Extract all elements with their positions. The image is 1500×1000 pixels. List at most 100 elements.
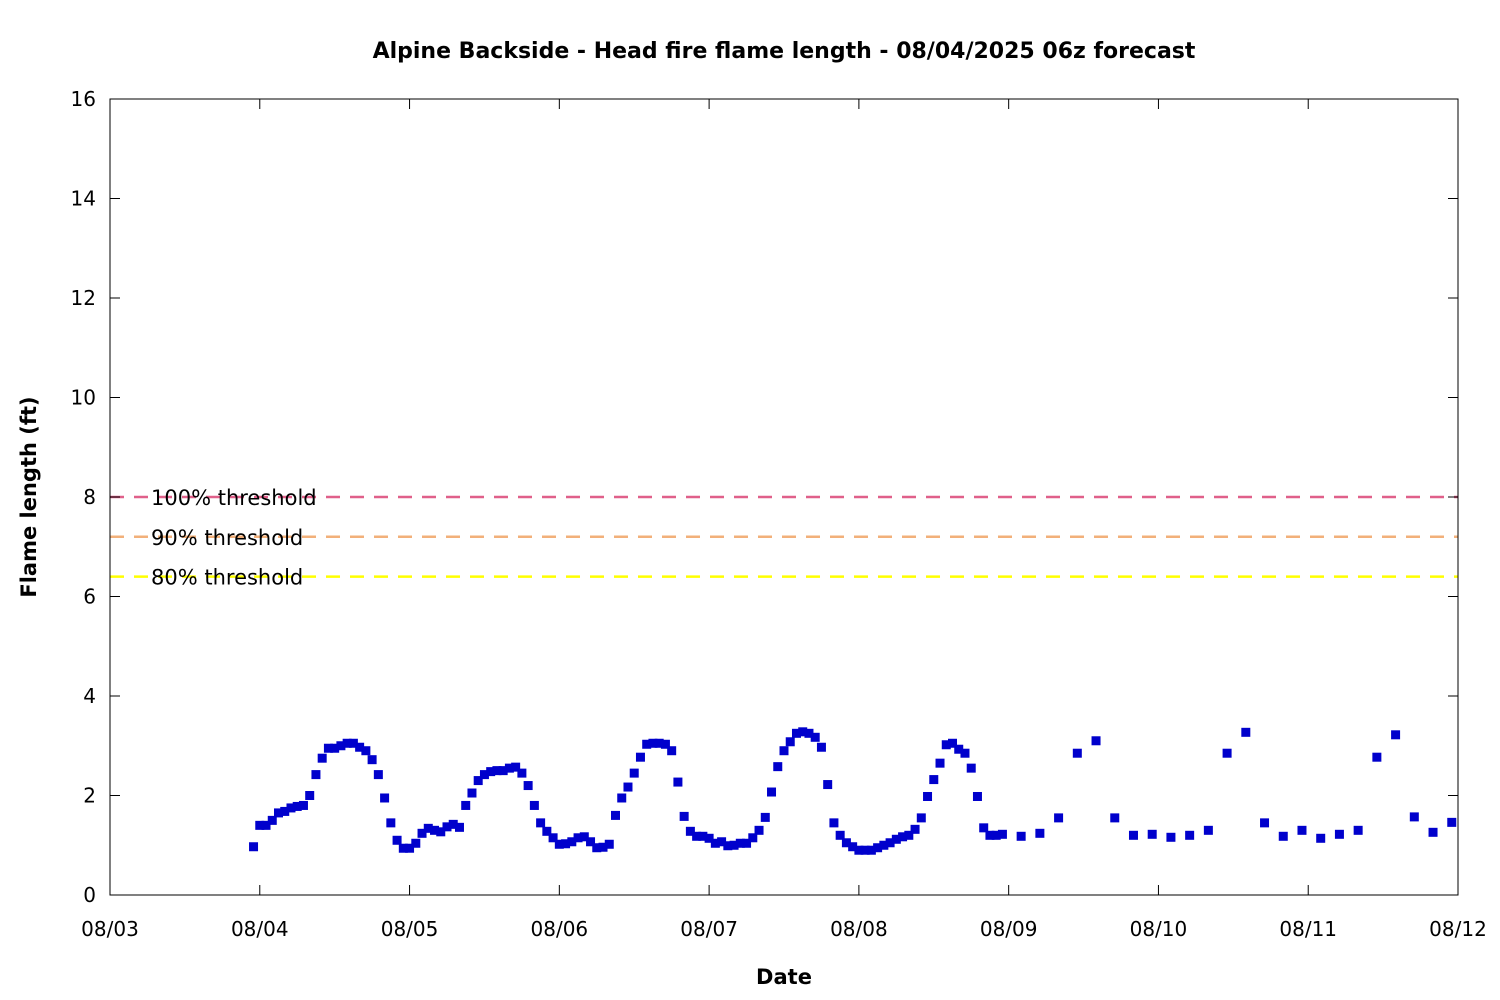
data-point — [904, 830, 914, 840]
data-point — [611, 810, 620, 820]
x-tick-label: 08/04 — [231, 917, 289, 941]
data-point — [829, 818, 839, 828]
data-point — [854, 845, 864, 855]
data-point — [816, 742, 826, 752]
data-point — [342, 738, 352, 748]
y-tick-label: 0 — [83, 883, 96, 907]
data-point — [760, 812, 770, 822]
y-tick-label: 6 — [83, 585, 96, 609]
data-point — [1391, 730, 1401, 740]
data-point — [929, 775, 939, 785]
data-point — [1035, 828, 1045, 838]
data-point — [536, 818, 546, 828]
data-point — [1185, 830, 1195, 840]
data-point — [835, 830, 845, 840]
data-point — [798, 727, 808, 737]
data-point — [305, 791, 315, 800]
data-point — [785, 737, 795, 747]
data-point — [667, 746, 677, 756]
data-point — [704, 833, 714, 843]
data-point — [498, 766, 508, 776]
data-point — [1297, 825, 1307, 835]
data-point — [561, 839, 571, 849]
data-point — [280, 806, 290, 816]
x-tick-label: 08/10 — [1130, 917, 1188, 941]
data-point — [635, 752, 645, 762]
data-point — [791, 728, 801, 738]
data-point — [1091, 736, 1101, 746]
data-point — [748, 833, 758, 843]
data-point — [380, 793, 390, 803]
data-point — [898, 832, 908, 842]
data-point — [1260, 818, 1270, 828]
data-point — [848, 842, 858, 852]
data-point — [1241, 727, 1251, 737]
data-point — [692, 831, 702, 841]
x-tick-label: 08/11 — [1279, 917, 1337, 941]
data-point — [841, 838, 851, 848]
data-point — [679, 811, 689, 821]
data-point — [274, 808, 283, 818]
data-point — [1054, 813, 1064, 823]
data-point — [629, 768, 639, 778]
data-point — [1222, 748, 1232, 758]
x-tick-label: 08/05 — [381, 917, 439, 941]
data-point — [954, 744, 964, 754]
data-point — [579, 832, 589, 842]
data-point — [742, 838, 752, 848]
data-point — [355, 742, 365, 752]
data-point — [729, 840, 739, 850]
data-point — [417, 828, 427, 838]
data-point — [317, 753, 327, 763]
data-point — [436, 827, 446, 837]
data-point — [710, 838, 720, 848]
data-point — [754, 825, 764, 835]
threshold-label: 100% threshold — [151, 486, 317, 510]
data-point — [623, 782, 633, 792]
y-tick-label: 12 — [71, 286, 96, 310]
data-point — [866, 845, 876, 855]
data-point — [810, 732, 820, 742]
data-point — [261, 820, 271, 830]
data-point — [504, 763, 514, 773]
data-point — [386, 818, 396, 828]
data-point — [323, 743, 333, 753]
data-point — [592, 843, 602, 853]
x-axis-ticks: 08/03 08/04 08/05 08/06 08/07 08/08 08/09 08/10… — [81, 99, 1487, 941]
data-point — [698, 831, 708, 841]
x-axis-label: Date — [756, 965, 812, 989]
data-point — [1016, 831, 1026, 841]
data-point — [367, 755, 377, 765]
data-point — [486, 767, 496, 777]
y-tick-label: 10 — [71, 386, 96, 410]
data-point — [941, 740, 951, 750]
data-point — [442, 822, 452, 832]
data-point — [654, 738, 664, 748]
data-point — [249, 842, 259, 852]
data-point — [885, 838, 895, 848]
data-point — [454, 822, 464, 832]
x-tick-label: 08/03 — [81, 917, 139, 941]
data-point — [567, 837, 577, 847]
data-point — [1203, 825, 1213, 835]
y-tick-label: 2 — [83, 784, 96, 808]
data-point — [411, 838, 421, 848]
y-axis-label: Flame length (ft) — [17, 396, 41, 597]
threshold-label: 80% threshold — [151, 566, 303, 590]
data-point — [1447, 817, 1457, 827]
data-point — [554, 839, 564, 849]
data-point — [773, 762, 783, 772]
data-point — [586, 837, 596, 847]
data-point — [1072, 748, 1082, 758]
data-point — [873, 843, 883, 853]
data-point — [923, 791, 933, 801]
data-point — [860, 845, 870, 855]
data-point — [1409, 812, 1419, 822]
x-tick-label: 08/09 — [980, 917, 1038, 941]
data-point — [660, 739, 670, 749]
threshold-lines: 100% threshold 90% threshold 80% threshold — [110, 486, 1458, 590]
data-point — [430, 825, 440, 835]
data-point — [916, 813, 926, 823]
data-point — [673, 777, 683, 787]
